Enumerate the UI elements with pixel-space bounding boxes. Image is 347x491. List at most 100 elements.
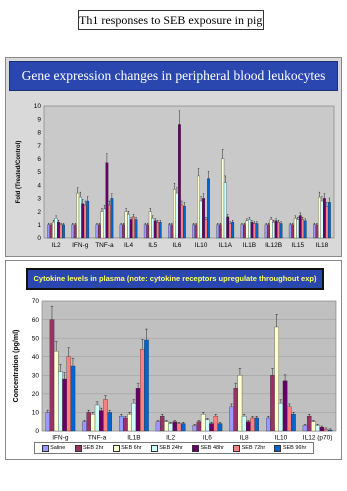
- bar: [226, 216, 230, 239]
- y-tick-label: 4: [37, 182, 41, 189]
- bar: [274, 326, 279, 432]
- cytokine-title: Cytokine levels in plasma (note: cytokin…: [26, 268, 324, 290]
- x-tick-label: IFN-g: [72, 242, 89, 249]
- y-axis-label: Fold (Treated/Control): [16, 141, 22, 204]
- bar: [269, 219, 273, 239]
- bar: [192, 425, 198, 432]
- bar: [124, 211, 128, 239]
- legend-item: SEB 72hr: [233, 444, 266, 452]
- bar: [159, 415, 165, 432]
- bar: [250, 417, 255, 432]
- bar: [62, 224, 65, 239]
- bar: [58, 371, 63, 432]
- bar: [173, 189, 176, 239]
- legend-swatch: [112, 444, 120, 452]
- bar: [274, 220, 278, 239]
- x-tick-label: IL10: [275, 435, 288, 442]
- x-tick-label: IL6: [203, 435, 212, 442]
- bar: [54, 218, 58, 239]
- bar: [164, 421, 169, 432]
- chart-legend: Saline SEB 2hr SEB 6hr SEB 24hr SEB 48hr…: [34, 442, 314, 454]
- bar: [158, 222, 162, 239]
- bar: [45, 412, 51, 432]
- plot-area: [41, 300, 337, 432]
- bar: [254, 417, 259, 432]
- y-tick-label: 5: [37, 169, 41, 176]
- bar: [143, 224, 147, 239]
- bar: [119, 415, 124, 432]
- legend-item: SEB 48hr: [191, 444, 224, 452]
- bar: [70, 365, 76, 432]
- bar: [140, 349, 145, 432]
- bar: [231, 222, 235, 239]
- y-tick-label: 1: [37, 222, 41, 229]
- bar: [107, 204, 111, 239]
- bar: [57, 222, 60, 239]
- bar: [246, 421, 251, 432]
- y-tick-label: 40: [32, 354, 40, 361]
- bar: [233, 388, 238, 432]
- bar: [196, 421, 202, 432]
- x-tick-label: IL12 (p70): [303, 435, 333, 442]
- bar: [175, 192, 179, 239]
- x-tick-label: IL10: [195, 242, 208, 249]
- bar: [176, 423, 182, 432]
- x-tick-label: IL12B: [265, 242, 282, 249]
- bar: [135, 388, 141, 432]
- bar: [168, 224, 171, 239]
- legend-item: SEB 96hr: [274, 444, 307, 452]
- bar: [202, 198, 205, 239]
- bar: [302, 425, 308, 432]
- bar: [313, 224, 316, 239]
- bar: [229, 406, 234, 432]
- bar: [250, 222, 254, 239]
- bar: [223, 182, 227, 239]
- x-tick-label: TNF-a: [95, 242, 114, 249]
- bar: [282, 380, 288, 432]
- legend-label: SEB 6hr: [121, 445, 142, 451]
- bar: [78, 196, 82, 239]
- bar: [71, 224, 75, 239]
- bar: [291, 224, 295, 239]
- bar: [296, 219, 300, 239]
- bar: [62, 378, 67, 432]
- bar: [218, 224, 222, 239]
- bar: [228, 223, 232, 239]
- bar: [49, 224, 53, 239]
- legend-label: SEB 96hr: [282, 445, 307, 451]
- bar: [192, 224, 196, 239]
- bar: [49, 319, 55, 432]
- bar: [122, 224, 126, 239]
- bar: [119, 224, 123, 239]
- bar: [94, 404, 100, 432]
- bar: [209, 423, 214, 432]
- bar: [155, 421, 161, 432]
- bar: [323, 428, 329, 432]
- bar: [243, 224, 246, 239]
- bar: [107, 412, 112, 432]
- bar: [272, 222, 275, 239]
- page-title: Th1 responses to SEB exposure in piglets: [78, 10, 264, 30]
- y-tick-label: 50: [32, 335, 40, 342]
- bar: [287, 406, 292, 432]
- y-tick-label: 0: [37, 235, 41, 242]
- bar: [86, 412, 91, 432]
- bar: [255, 223, 259, 239]
- plot-area: [43, 105, 335, 239]
- bar: [245, 220, 249, 239]
- y-axis-label: Concentration (pg/ml): [13, 330, 20, 403]
- bar: [303, 220, 307, 239]
- bar: [134, 219, 138, 239]
- y-tick-label: 0: [35, 428, 39, 435]
- bar: [248, 219, 251, 239]
- x-tick-label: TNF-a: [88, 435, 107, 442]
- bar: [105, 162, 109, 239]
- legend-swatch: [41, 444, 49, 452]
- bar: [178, 124, 181, 239]
- bar: [81, 203, 85, 239]
- bar: [217, 423, 223, 432]
- legend-label: SEB 72hr: [241, 445, 266, 451]
- bar: [298, 215, 302, 239]
- bar: [318, 196, 321, 239]
- legend-item: SEB 24hr: [150, 444, 183, 452]
